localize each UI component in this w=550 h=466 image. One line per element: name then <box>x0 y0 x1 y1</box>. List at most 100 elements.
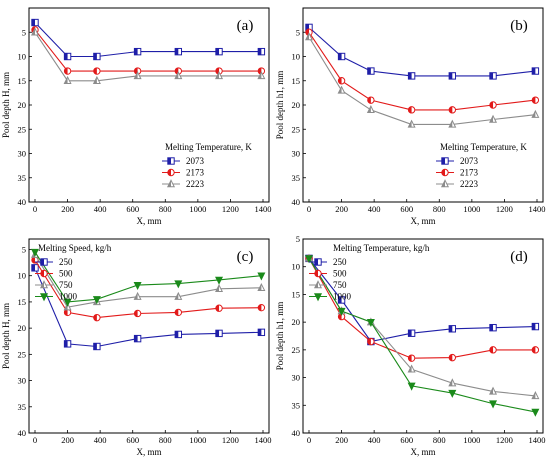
data-point <box>92 296 101 305</box>
y-tick-label: 30 <box>18 149 27 159</box>
data-point-fill <box>532 346 536 354</box>
x-tick-label: 400 <box>368 204 381 214</box>
y-tick-label: 5 <box>22 27 26 37</box>
data-point-fill <box>31 28 35 35</box>
x-tick-label: 1200 <box>496 435 513 445</box>
x-tick-label: 200 <box>61 204 74 214</box>
legend-entry-label: 500 <box>333 269 347 279</box>
plot-area-frame <box>28 7 270 203</box>
data-point <box>489 400 498 409</box>
x-tick-label: 0 <box>307 204 311 214</box>
legend-entry-label: 750 <box>333 280 347 290</box>
y-tick-label: 35 <box>292 173 301 183</box>
series-2073 <box>31 18 266 61</box>
data-point-fill <box>338 296 342 304</box>
panel-4: 0 200 400 600 800 1000 1200 1400 5 10 15 20 25 30 35 40… <box>275 234 546 457</box>
data-point-fill <box>134 72 138 79</box>
legend-title: Melting Temperature, kg/h <box>333 243 430 253</box>
series-line <box>34 29 262 72</box>
panel-2: 0 200 400 600 800 1000 1200 1400 5 10 15 20 25 30 35 40… <box>275 7 546 226</box>
y-tick-label: 10 <box>292 262 301 272</box>
data-point <box>133 281 142 290</box>
data-point <box>174 280 183 289</box>
data-point-fill <box>305 33 309 40</box>
data-point-fill <box>215 72 220 79</box>
x-axis-label: X, mm <box>136 216 161 226</box>
x-tick-label: 1400 <box>255 435 272 445</box>
data-point-fill <box>31 19 35 26</box>
y-tick-label: 30 <box>292 149 301 159</box>
data-point-fill <box>367 67 371 75</box>
data-point-fill <box>175 309 179 316</box>
data-point-fill <box>215 285 220 292</box>
data-point <box>30 248 40 257</box>
panel-tag: (b) <box>510 18 528 34</box>
data-point <box>337 307 346 316</box>
data-point-fill <box>305 29 309 36</box>
data-point-fill <box>258 304 262 311</box>
plot-area-frame <box>302 238 544 434</box>
y-tick-label: 25 <box>18 349 27 359</box>
legend-entry-label: 2223 <box>186 179 205 189</box>
legend-swatch-marker-fill <box>441 169 445 176</box>
data-point-fill <box>338 313 342 320</box>
data-point-fill <box>449 106 453 114</box>
legend-swatch-marker <box>39 293 49 302</box>
data-point <box>257 272 266 281</box>
data-point <box>304 255 314 264</box>
y-tick-label: 30 <box>18 376 27 386</box>
panel-tag: (c) <box>237 249 254 265</box>
data-point-fill <box>64 53 68 60</box>
legend-entry-label: 2173 <box>460 168 479 178</box>
data-point-fill <box>64 309 68 316</box>
data-point-fill <box>64 77 68 84</box>
x-tick-label: 400 <box>368 435 381 445</box>
data-point-fill <box>215 67 220 75</box>
data-point-fill <box>93 67 97 75</box>
legend-swatch-marker-fill <box>40 281 44 288</box>
data-point-fill <box>338 53 342 60</box>
data-point-fill <box>408 330 412 337</box>
legend-title: Melting Temperature, K <box>165 142 252 152</box>
panel-3: 0 200 400 600 800 1000 1200 1400 5 10 15 20 25 30 35 40… <box>1 238 272 457</box>
x-tick-label: 200 <box>335 435 348 445</box>
x-tick-label: 800 <box>159 204 172 214</box>
legend-entry-label: 1000 <box>333 292 352 302</box>
data-point-fill <box>338 77 342 84</box>
data-point-fill <box>93 77 97 84</box>
x-tick-label: 600 <box>400 204 413 214</box>
data-point-fill <box>408 120 412 128</box>
x-tick-label: 1400 <box>529 204 546 214</box>
legend-entry-label: 250 <box>333 257 347 267</box>
x-axis-label: X, mm <box>136 447 161 457</box>
x-tick-label: 1400 <box>529 435 546 445</box>
data-point <box>215 276 224 285</box>
x-tick-label: 0 <box>307 435 311 445</box>
data-point-fill <box>408 72 412 80</box>
data-point-fill <box>367 96 371 104</box>
data-point-fill <box>367 106 371 113</box>
y-tick-label: 35 <box>18 173 27 183</box>
legend-swatch-marker-fill <box>40 270 44 277</box>
data-point-fill <box>31 256 35 264</box>
y-tick-label: 40 <box>292 428 301 438</box>
y-tick-label: 5 <box>296 27 300 37</box>
data-point-fill <box>449 325 453 332</box>
data-point <box>366 318 375 327</box>
x-tick-label: 1400 <box>255 204 272 214</box>
data-point-fill <box>367 338 371 345</box>
legend-swatch-marker-fill <box>314 270 318 277</box>
data-point-fill <box>134 48 138 55</box>
data-point-fill <box>93 343 97 350</box>
x-tick-label: 1000 <box>463 204 480 214</box>
x-tick-label: 600 <box>126 204 139 214</box>
data-point-fill <box>258 72 262 79</box>
y-axis-label: Pool depth H, mm <box>1 72 11 138</box>
legend-entry-label: 250 <box>59 257 73 267</box>
data-point-fill <box>449 379 453 386</box>
data-point-fill <box>31 264 35 272</box>
legend-entry-label: 2073 <box>186 156 205 166</box>
plot-area-frame <box>302 7 544 203</box>
